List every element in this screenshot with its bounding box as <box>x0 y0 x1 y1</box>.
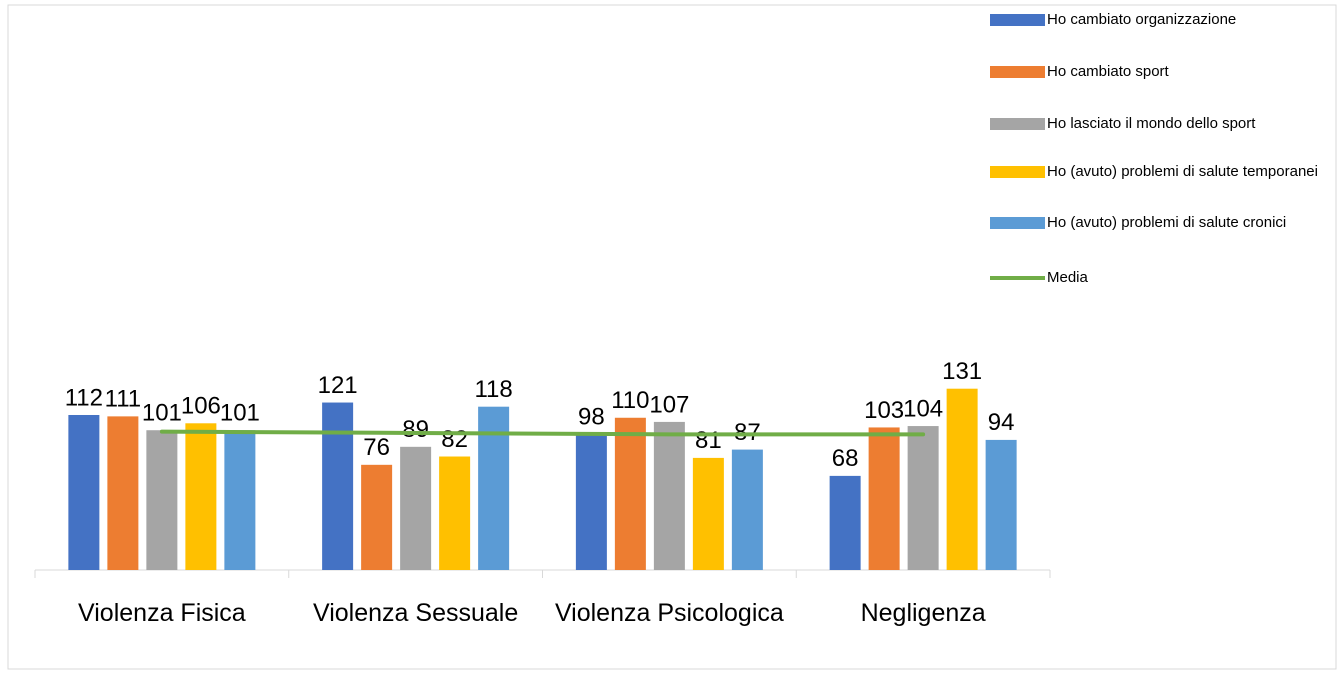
x-tick-label: Violenza Sessuale <box>313 599 519 627</box>
legend-label: Ho (avuto) problemi di salute temporanei <box>1047 163 1318 180</box>
bar <box>985 439 1017 570</box>
legend-entry: Media <box>990 266 1335 289</box>
legend-label: Ho cambiato sport <box>1047 63 1169 80</box>
legend-label: Ho lasciato il mondo dello sport <box>1047 115 1256 132</box>
data-label: 110 <box>611 387 649 414</box>
legend-entry: Ho lasciato il mondo dello sport <box>990 112 1335 135</box>
bar <box>614 417 646 570</box>
data-label: 68 <box>832 445 859 472</box>
data-label: 107 <box>649 391 689 418</box>
legend-swatch <box>990 66 1045 78</box>
bar <box>224 430 256 570</box>
data-label: 101 <box>220 400 260 427</box>
bar <box>185 423 217 570</box>
data-label: 89 <box>402 416 429 443</box>
legend-swatch <box>990 14 1045 26</box>
bar <box>653 421 685 570</box>
data-label: 112 <box>65 384 103 411</box>
legend-label: Ho cambiato organizzazione <box>1047 11 1237 28</box>
data-label: 104 <box>903 395 943 422</box>
data-label: 118 <box>474 376 512 403</box>
data-label: 98 <box>578 404 605 431</box>
legend-entry: Ho (avuto) problemi di salute cronici <box>990 211 1335 234</box>
bar <box>146 430 178 570</box>
bar <box>829 475 861 570</box>
legend-swatch <box>990 118 1045 130</box>
bar <box>907 426 939 570</box>
bar <box>478 406 510 570</box>
bar <box>692 457 724 570</box>
x-tick-label: Violenza Psicologica <box>554 599 784 627</box>
data-label: 121 <box>318 372 358 399</box>
x-tick-label: Negligenza <box>860 599 986 627</box>
data-label: 131 <box>942 358 982 385</box>
data-label: 81 <box>695 427 722 454</box>
data-label: 94 <box>988 409 1015 436</box>
data-label: 103 <box>864 397 904 424</box>
legend-entry: Ho cambiato organizzazione <box>990 8 1335 31</box>
bar <box>322 402 354 570</box>
legend-entry: Ho cambiato sport <box>990 60 1335 83</box>
bar <box>107 416 139 570</box>
data-label: 76 <box>363 434 390 461</box>
bar <box>439 456 471 570</box>
x-tick-label: Violenza Fisica <box>78 599 246 627</box>
data-label: 106 <box>181 393 221 420</box>
legend-swatch <box>990 217 1045 229</box>
frame <box>7 4 1337 670</box>
line-series <box>159 429 926 437</box>
legend-label: Ho (avuto) problemi di salute cronici <box>1047 214 1287 231</box>
legend-swatch <box>990 276 1045 280</box>
legend-entry: Ho (avuto) problemi di salute temporanei <box>990 160 1335 183</box>
bar <box>68 414 100 570</box>
bar <box>868 427 900 570</box>
bar <box>361 464 393 570</box>
legend-swatch <box>990 166 1045 178</box>
data-label: 101 <box>142 400 182 427</box>
bar <box>575 434 607 570</box>
legend-label: Media <box>1047 269 1088 286</box>
bar <box>400 446 432 570</box>
bar <box>731 449 763 570</box>
bar <box>946 388 978 570</box>
data-label: 111 <box>105 386 141 413</box>
data-label: 82 <box>441 426 468 453</box>
